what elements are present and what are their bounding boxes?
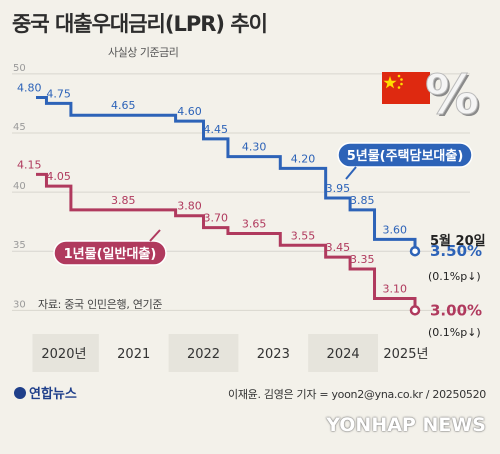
data-label: 3.95 xyxy=(326,182,351,195)
china-flag-icon xyxy=(382,72,430,104)
svg-text:%: % xyxy=(425,63,479,126)
series-line xyxy=(36,172,417,311)
x-tick-label: 2025년 xyxy=(383,347,428,362)
y-tick-label: 40 xyxy=(13,181,26,192)
annotation-date: 5월 20일 xyxy=(430,233,486,249)
data-label: 3.55 xyxy=(291,229,316,242)
svg-text:1년물(일반대출): 1년물(일반대출) xyxy=(64,246,157,262)
series-line xyxy=(36,95,417,252)
data-label: 3.45 xyxy=(326,241,351,254)
series-label-1y: 1년물(일반대출) xyxy=(53,229,167,266)
svg-text:%: % xyxy=(427,65,481,128)
data-label: 4.65 xyxy=(111,99,136,112)
data-label: 4.15 xyxy=(17,158,42,171)
year-band xyxy=(308,334,379,372)
x-tick-label: 2024 xyxy=(327,347,360,362)
footer-logo-text: 연합뉴스 xyxy=(29,387,77,402)
data-label: 4.75 xyxy=(46,87,71,100)
data-label: 4.30 xyxy=(242,141,267,154)
data-label: 3.50% xyxy=(430,242,482,260)
y-tick-label: 30 xyxy=(13,299,26,310)
year-band xyxy=(32,334,99,372)
annotation-cut-1y: (0.1%p↓) xyxy=(428,326,481,339)
percent-icon: % % xyxy=(425,63,482,129)
data-label: 4.80 xyxy=(17,81,42,94)
series-end-point xyxy=(409,305,421,316)
data-label: 4.05 xyxy=(46,170,71,183)
x-tick-label: 2022 xyxy=(187,347,220,362)
y-tick-label: 45 xyxy=(13,122,26,133)
data-label: 3.85 xyxy=(350,194,375,207)
data-label: 3.35 xyxy=(350,253,375,266)
footer-credit: 이재윤. 김영은 기자 = yoon2@yna.co.kr / 20250520 xyxy=(228,388,486,401)
data-label: 4.45 xyxy=(203,123,228,136)
annotation-cut-5y: (0.1%p↓) xyxy=(428,270,481,283)
source-note: 자료: 중국 인민은행, 연기준 xyxy=(38,298,163,311)
series-label-5y: 5년물(주택담보대출) xyxy=(337,142,473,180)
data-label: 3.65 xyxy=(242,217,267,230)
data-label: 3.00% xyxy=(430,301,482,319)
svg-text:5년물(주택담보대출): 5년물(주택담보대출) xyxy=(347,148,464,164)
yonhap-logo-icon: 연합뉴스 xyxy=(14,383,77,402)
page-title: 중국 대출우대금리(LPR) 추이 xyxy=(12,12,268,36)
data-label: 4.60 xyxy=(177,105,202,118)
data-label: 3.70 xyxy=(203,212,228,225)
x-tick-label: 2021 xyxy=(117,347,150,362)
data-label: 3.60 xyxy=(383,223,408,236)
x-tick-label: 2020년 xyxy=(41,347,86,362)
series-end-point xyxy=(409,245,421,257)
x-tick-label: 2023 xyxy=(257,347,290,362)
watermark: YONHAP NEWS xyxy=(326,414,486,436)
year-band xyxy=(168,334,239,372)
page-subtitle: 사실상 기준금리 xyxy=(108,46,179,59)
data-label: 4.20 xyxy=(291,152,316,165)
data-label: 3.80 xyxy=(177,200,202,213)
y-tick-label: 35 xyxy=(13,240,26,251)
y-tick-label: 50 xyxy=(13,63,26,74)
data-label: 3.10 xyxy=(383,283,408,296)
data-label: 3.85 xyxy=(111,194,136,207)
